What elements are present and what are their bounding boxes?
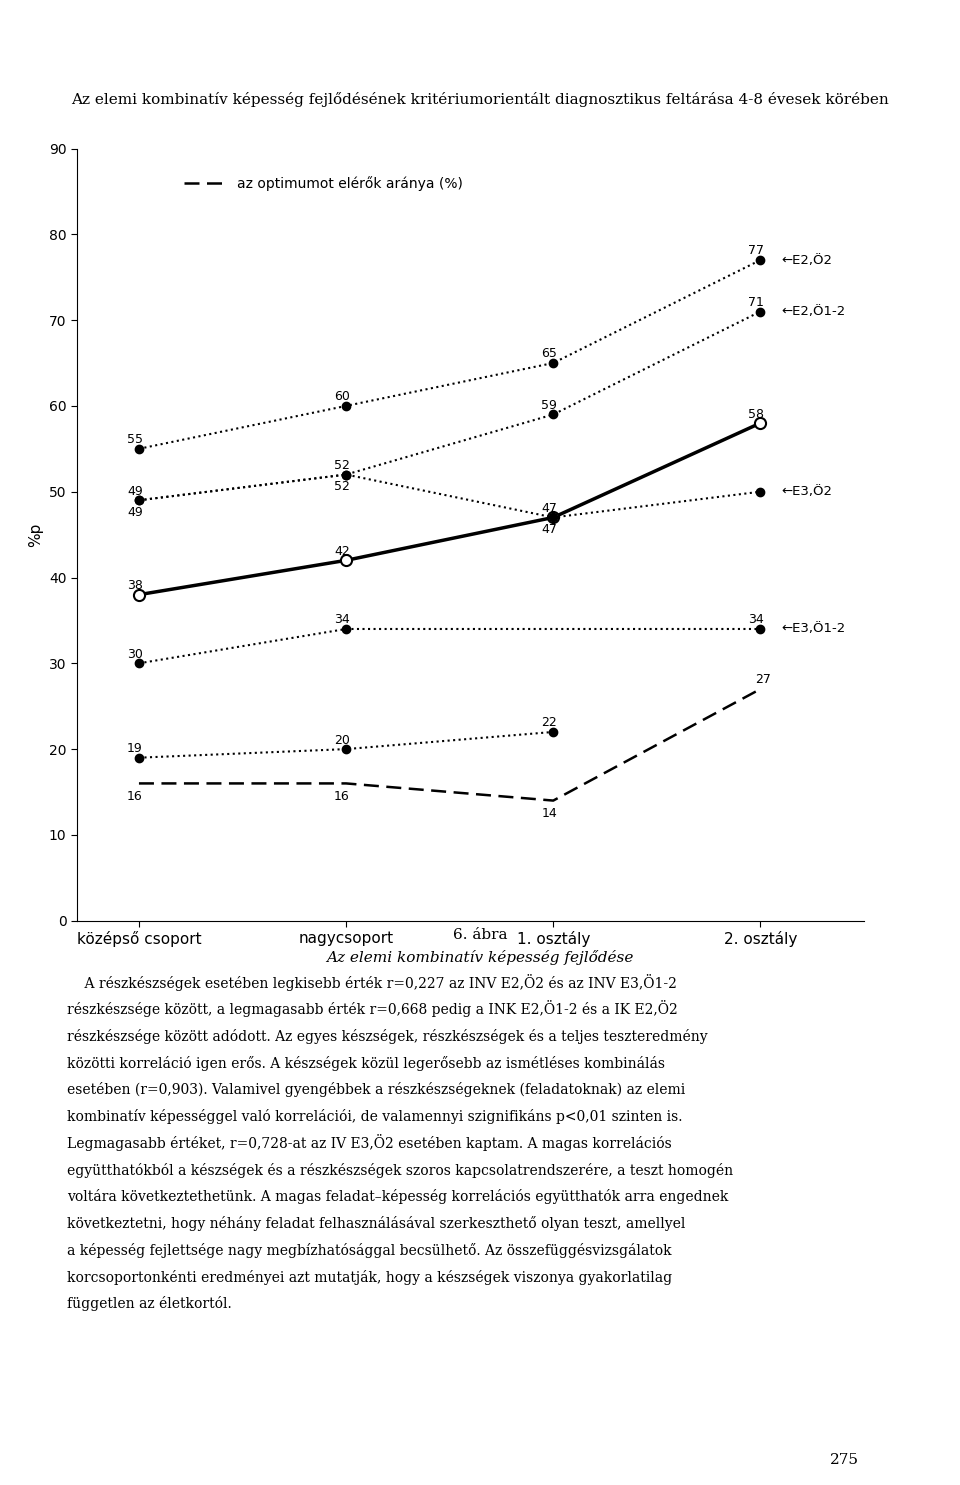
Text: 52: 52 (334, 459, 349, 472)
Text: a képesség fejlettsége nagy megbízhatósággal becsülhető. Az összefüggésvizsgálat: a képesség fejlettsége nagy megbízhatósá… (67, 1243, 672, 1258)
Text: 38: 38 (127, 579, 143, 593)
Text: következtetni, hogy néhány feladat felhasználásával szerkeszthető olyan teszt, a: következtetni, hogy néhány feladat felha… (67, 1216, 685, 1231)
Text: 47: 47 (541, 502, 557, 515)
Text: 20: 20 (334, 734, 349, 747)
Text: független az életkortól.: független az életkortól. (67, 1296, 232, 1311)
Text: együtthatókból a készségek és a részkészségek szoros kapcsolatrendszerére, a tes: együtthatókból a készségek és a részkész… (67, 1163, 733, 1178)
Text: 71: 71 (748, 296, 764, 309)
Text: 275: 275 (830, 1454, 859, 1467)
Text: 59: 59 (541, 399, 557, 411)
Text: részkészsége között adódott. Az egyes készségek, részkészségek és a teljes teszt: részkészsége között adódott. Az egyes ké… (67, 1029, 708, 1044)
Text: Az elemi kombinatív képesség fejlődése: Az elemi kombinatív képesség fejlődése (326, 950, 634, 965)
Text: 58: 58 (748, 407, 764, 420)
Y-axis label: %p: %p (28, 523, 43, 546)
Text: 42: 42 (334, 545, 349, 558)
Text: ←E3,Ö1-2: ←E3,Ö1-2 (781, 622, 846, 636)
Text: 16: 16 (334, 790, 349, 803)
Text: kombinatív képességgel való korrelációi, de valamennyi szignifikáns p<0,01 szint: kombinatív képességgel való korrelációi,… (67, 1109, 683, 1124)
Text: ←E2,Ö2: ←E2,Ö2 (781, 254, 832, 266)
Text: 19: 19 (127, 742, 143, 756)
Legend: az optimumot elérők aránya (%): az optimumot elérők aránya (%) (179, 171, 468, 198)
Text: 14: 14 (541, 808, 557, 820)
Text: 34: 34 (334, 613, 349, 627)
Text: ←E2,Ö1-2: ←E2,Ö1-2 (781, 304, 846, 318)
Text: Az elemi kombinatív képesség fejlődésének kritériumorientált diagnosztikus feltá: Az elemi kombinatív képesség fejlődéséne… (71, 92, 889, 107)
Text: Legmagasabb értéket, r=0,728-at az IV E3,Ö2 esetében kaptam. A magas korrelációs: Legmagasabb értéket, r=0,728-at az IV E3… (67, 1135, 672, 1151)
Text: korcsoportonkénti eredményei azt mutatják, hogy a készségek viszonya gyakorlatil: korcsoportonkénti eredményei azt mutatjá… (67, 1270, 672, 1285)
Text: voltára következtethetünk. A magas feladat–képesség korrelációs együtthatók arra: voltára következtethetünk. A magas felad… (67, 1189, 729, 1204)
Text: esetében (r=0,903). Valamivel gyengébbek a részkészségeknek (feladatoknak) az el: esetében (r=0,903). Valamivel gyengébbek… (67, 1083, 685, 1097)
Text: ←E3,Ö2: ←E3,Ö2 (781, 486, 832, 497)
Text: 30: 30 (127, 647, 143, 661)
Text: 49: 49 (127, 505, 143, 518)
Text: 55: 55 (127, 434, 143, 447)
Text: 6. ábra: 6. ábra (453, 928, 507, 941)
Text: 47: 47 (541, 523, 557, 536)
Text: A részkészségek esetében legkisebb érték r=0,227 az INV E2,Ö2 és az INV E3,Ö1-2: A részkészségek esetében legkisebb érték… (67, 974, 677, 990)
Text: 49: 49 (127, 484, 143, 497)
Text: 65: 65 (541, 347, 557, 361)
Text: 34: 34 (749, 613, 764, 627)
Text: 27: 27 (756, 674, 771, 686)
Text: részkészsége között, a legmagasabb érték r=0,668 pedig a INK E2,Ö1-2 és a IK E2,: részkészsége között, a legmagasabb érték… (67, 1001, 678, 1017)
Text: 77: 77 (748, 245, 764, 257)
Text: 52: 52 (334, 480, 349, 493)
Text: 22: 22 (541, 716, 557, 729)
Text: 60: 60 (334, 391, 349, 404)
Text: 16: 16 (127, 790, 143, 803)
Text: közötti korreláció igen erős. A készségek közül legerősebb az ismétléses kombiná: közötti korreláció igen erős. A készsége… (67, 1056, 665, 1071)
